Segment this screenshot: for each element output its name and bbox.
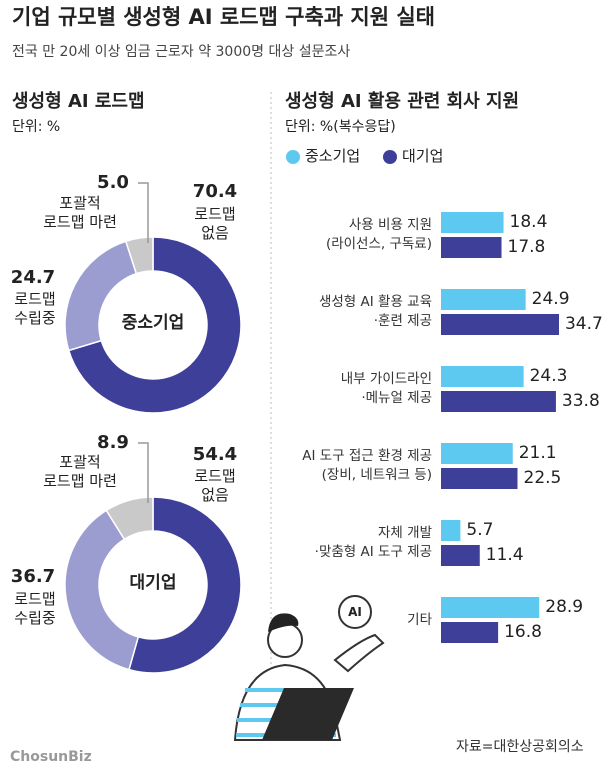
laptop bbox=[262, 688, 354, 740]
center-label: 중소기업 bbox=[121, 313, 185, 333]
bar bbox=[441, 314, 559, 335]
bar bbox=[441, 443, 513, 464]
donut-slice bbox=[128, 496, 242, 674]
chart-title: 생성형 AI 로드맵 bbox=[12, 91, 145, 112]
hair bbox=[268, 613, 299, 632]
value-label: 11.4 bbox=[485, 545, 524, 565]
value-label: 18.4 bbox=[509, 212, 548, 232]
bar bbox=[441, 520, 461, 541]
slice-label: 포괄적 로드맵 마련 bbox=[43, 453, 117, 490]
value-label: 16.8 bbox=[504, 622, 542, 642]
value-label: 5.7 bbox=[466, 520, 494, 540]
center-label: 대기업 bbox=[129, 573, 177, 593]
hand bbox=[333, 633, 385, 673]
category-label: 사용 비용 지원 (라이선스, 구독료) bbox=[325, 217, 432, 252]
icon-text: AI bbox=[348, 605, 362, 619]
bar bbox=[441, 391, 556, 412]
value-label: 8.9 bbox=[97, 432, 129, 453]
donut-slice bbox=[64, 240, 138, 352]
leader-line bbox=[138, 442, 149, 503]
unit-label: 단위: %(복수응답) bbox=[285, 119, 396, 135]
legend-label: 대기업 bbox=[402, 147, 444, 165]
bar bbox=[441, 366, 524, 387]
category-label: 내부 가이드라인 ·메뉴얼 제공 bbox=[340, 371, 432, 406]
bar bbox=[441, 237, 502, 258]
bar bbox=[441, 622, 499, 643]
bar bbox=[441, 289, 526, 310]
category-label: 자체 개발 ·맞춤형 AI 도구 제공 bbox=[314, 525, 432, 560]
chart-title: 생성형 AI 활용 관련 회사 지원 bbox=[285, 91, 520, 112]
illustration bbox=[233, 595, 385, 741]
value-label: 22.5 bbox=[523, 468, 562, 488]
unit-label: 단위: % bbox=[12, 119, 61, 135]
donut-slice bbox=[105, 496, 154, 541]
value-label: 17.8 bbox=[507, 237, 546, 257]
title: 기업 규모별 생성형 AI 로드맵 구축과 지원 실태 bbox=[12, 5, 436, 29]
slice-label: 로드맵 수립중 bbox=[14, 290, 56, 327]
category-label: 생성형 AI 활용 교육 ·훈련 제공 bbox=[318, 294, 432, 329]
slice-label: 로드맵 없음 bbox=[194, 467, 236, 504]
category-label: AI 도구 접근 환경 제공 (장비, 네트워크 등) bbox=[302, 448, 432, 483]
value-label: 21.1 bbox=[518, 443, 557, 463]
ai-icon bbox=[338, 595, 372, 629]
donut-slice bbox=[64, 509, 140, 671]
source: 자료=대한상공회의소 bbox=[456, 739, 584, 755]
legend-label: 중소기업 bbox=[305, 147, 361, 165]
slice-label: 포괄적 로드맵 마련 bbox=[43, 194, 117, 231]
value-label: 34.7 bbox=[564, 314, 603, 334]
slice-label: 로드맵 없음 bbox=[194, 205, 236, 242]
leader-line bbox=[138, 182, 149, 243]
value-label: 36.7 bbox=[10, 566, 56, 587]
donut-slice bbox=[124, 236, 154, 275]
value-label: 33.8 bbox=[561, 391, 600, 411]
value-label: 54.4 bbox=[192, 444, 238, 465]
bar bbox=[441, 468, 518, 489]
logo: ChosunBiz bbox=[10, 749, 92, 765]
bar bbox=[441, 545, 480, 566]
legend-swatch bbox=[286, 150, 300, 164]
subtitle: 전국 만 20세 이상 임금 근로자 약 3000명 대상 설문조사 bbox=[12, 44, 351, 60]
value-label: 28.9 bbox=[545, 597, 584, 617]
value-label: 24.3 bbox=[529, 366, 568, 386]
value-label: 5.0 bbox=[97, 172, 129, 193]
value-label: 24.7 bbox=[10, 267, 56, 288]
value-label: 70.4 bbox=[192, 181, 238, 202]
slice-label: 로드맵 수립중 bbox=[14, 590, 56, 627]
bar bbox=[441, 597, 540, 618]
category-label: 기타 bbox=[407, 611, 432, 628]
legend-swatch bbox=[383, 150, 397, 164]
value-label: 24.9 bbox=[531, 289, 570, 309]
bar bbox=[441, 212, 504, 233]
donut-slice bbox=[67, 236, 242, 414]
